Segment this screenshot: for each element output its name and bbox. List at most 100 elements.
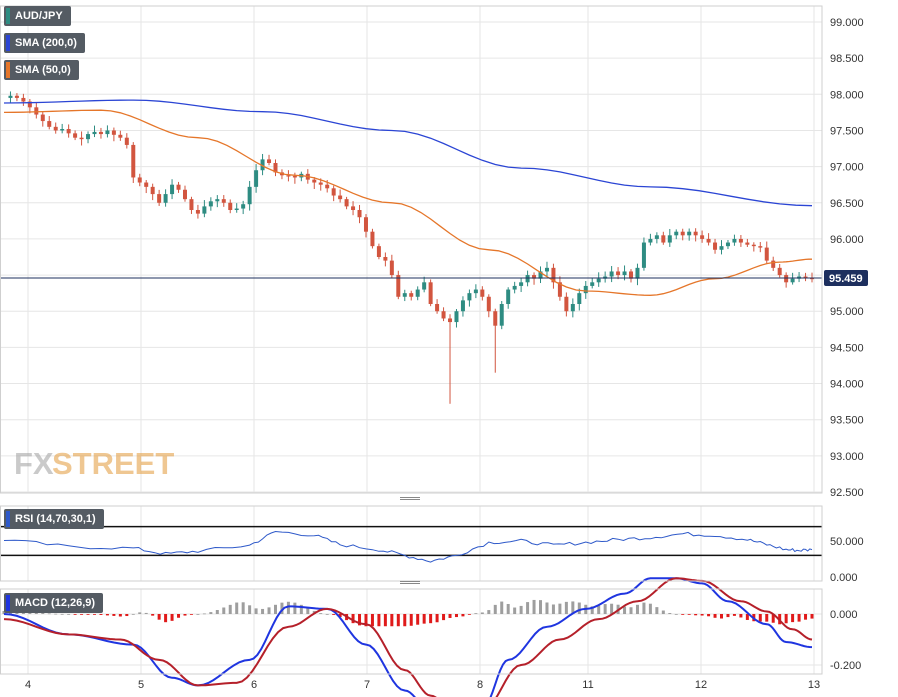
- macd-hist-bar-114: [739, 614, 743, 618]
- macd-hist-bar-93: [603, 604, 607, 614]
- macd-hist-bar-21: [138, 612, 142, 614]
- macd-hist-bar-98: [635, 604, 639, 614]
- candle-body-67: [435, 304, 440, 312]
- candle-body-94: [609, 271, 614, 277]
- legend-macd: MACD (12,26,9): [4, 593, 104, 613]
- candle-body-62: [402, 293, 407, 297]
- legend-sma200-swatch: [6, 35, 10, 51]
- macd-hist-bar-46: [299, 604, 303, 614]
- candle-body-113: [732, 238, 737, 243]
- price-tick-0: 99.000: [830, 17, 864, 29]
- macd-hist-bar-50: [325, 614, 329, 615]
- sma200-line: [3, 99, 813, 207]
- candle-body-96: [622, 271, 627, 276]
- price-tick-1: 98.500: [830, 53, 864, 65]
- macd-hist-bar-111: [720, 614, 724, 619]
- candle-body-5: [34, 107, 39, 115]
- macd-hist-bar-43: [280, 602, 284, 614]
- candlesticks: [8, 91, 814, 404]
- price-tick-9: 94.500: [830, 342, 864, 354]
- macd-hist-bar-109: [707, 614, 711, 617]
- macd-hist-bar-68: [442, 614, 446, 621]
- price-tick-10: 94.000: [830, 379, 864, 391]
- macd-hist-bar-112: [726, 614, 730, 618]
- candle-body-91: [590, 282, 595, 286]
- macd-hist-bar-102: [661, 610, 665, 614]
- macd-hist-bar-28: [183, 614, 187, 616]
- legend-sma200-label: SMA (200,0): [15, 37, 77, 49]
- price-tick-12: 93.000: [830, 451, 864, 463]
- macd-hist-bar-65: [422, 614, 426, 624]
- candle-body-66: [428, 282, 433, 304]
- macd-hist-bar-66: [429, 614, 433, 624]
- macd-hist-bar-19: [125, 614, 129, 617]
- candle-body-41: [267, 159, 272, 163]
- legend-rsi: RSI (14,70,30,1): [4, 509, 104, 529]
- macd-hist-bar-10: [67, 614, 71, 615]
- macd-hist-bar-106: [687, 614, 691, 615]
- candle-body-75: [486, 296, 491, 312]
- macd-hist-bar-97: [629, 607, 633, 614]
- macd-hist-bar-31: [202, 613, 206, 615]
- macd-hist-bar-96: [623, 606, 627, 614]
- macd-hist-bar-26: [170, 614, 174, 621]
- candle-body-82: [532, 275, 537, 279]
- legend-macd-swatch: [6, 595, 10, 611]
- candle-body-95: [616, 271, 621, 276]
- panel-frame-1: [0, 505, 823, 582]
- candle-body-107: [693, 231, 698, 236]
- macd-hist-bar-88: [571, 601, 575, 614]
- candle-body-13: [86, 134, 91, 140]
- candle-body-101: [654, 235, 659, 239]
- candle-body-108: [700, 235, 705, 239]
- macd-panel-resize-handle[interactable]: [400, 580, 420, 585]
- macd-hist-bar-91: [590, 606, 594, 614]
- legend-symbol-swatch: [6, 8, 10, 24]
- macd-hist-bar-70: [454, 614, 458, 618]
- candle-body-31: [202, 206, 207, 214]
- candle-body-25: [163, 194, 168, 203]
- macd-hist-bar-118: [765, 614, 769, 622]
- macd-hist-bar-40: [261, 608, 265, 614]
- macd-hist-bar-63: [409, 614, 413, 626]
- macd-hist-bar-100: [648, 603, 652, 614]
- macd-hist-bar-13: [86, 614, 90, 615]
- candle-body-2: [14, 95, 19, 98]
- candle-body-3: [21, 97, 26, 102]
- candle-body-74: [480, 289, 485, 297]
- candle-body-92: [596, 278, 601, 283]
- time-tick-7: 7: [364, 679, 370, 691]
- candle-body-98: [635, 267, 640, 279]
- time-tick-12: 12: [695, 679, 707, 691]
- candle-body-83: [538, 271, 543, 279]
- candle-body-44: [286, 175, 291, 177]
- candle-body-17: [111, 130, 116, 135]
- candle-body-58: [376, 246, 381, 257]
- macd-hist-bar-38: [248, 605, 252, 614]
- macd-hist-bar-37: [241, 602, 245, 614]
- candle-body-81: [525, 275, 530, 283]
- candle-body-36: [234, 208, 239, 210]
- price-tick-4: 97.000: [830, 162, 864, 174]
- macd-hist-bar-9: [60, 613, 64, 615]
- candle-body-124: [803, 276, 808, 278]
- time-tick-6: 6: [251, 679, 257, 691]
- macd-hist-bar-64: [416, 614, 420, 625]
- candle-body-50: [325, 184, 330, 189]
- macd-line: [3, 577, 813, 697]
- price-axis: 99.000 98.500 98.000 97.500 97.000 96.500 96.0…: [830, 17, 864, 499]
- time-axis: 4 5 6 7 8 11 12 13: [25, 679, 820, 691]
- candle-body-109: [706, 238, 711, 243]
- rsi-panel-resize-handle[interactable]: [400, 496, 420, 501]
- macd-hist-bar-11: [73, 614, 77, 615]
- macd-hist-bar-79: [513, 607, 517, 614]
- candle-body-105: [680, 231, 685, 236]
- candle-body-106: [687, 231, 692, 236]
- macd-hist-bar-34: [222, 607, 226, 614]
- candle-body-100: [648, 238, 653, 243]
- macd-hist-bar-17: [112, 614, 116, 616]
- macd-hist-bar-33: [215, 610, 219, 614]
- candle-body-63: [409, 293, 414, 297]
- macd-hist-bar-113: [732, 614, 736, 616]
- candle-body-84: [544, 267, 549, 272]
